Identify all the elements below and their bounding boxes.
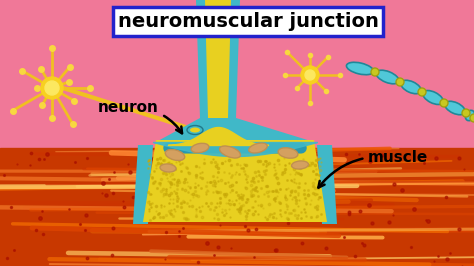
Ellipse shape (465, 110, 474, 121)
Ellipse shape (160, 164, 176, 172)
Ellipse shape (190, 127, 200, 132)
Text: neuron: neuron (98, 100, 182, 133)
Ellipse shape (346, 62, 374, 75)
Polygon shape (158, 112, 210, 172)
Ellipse shape (418, 88, 426, 96)
Circle shape (305, 70, 315, 80)
Ellipse shape (278, 148, 298, 158)
Ellipse shape (165, 149, 185, 160)
Ellipse shape (423, 90, 443, 105)
Ellipse shape (219, 146, 240, 158)
Ellipse shape (396, 78, 404, 86)
Ellipse shape (401, 80, 421, 94)
Polygon shape (156, 118, 314, 142)
Ellipse shape (462, 109, 470, 117)
Ellipse shape (470, 114, 474, 122)
Ellipse shape (249, 143, 267, 153)
Ellipse shape (440, 99, 448, 107)
Ellipse shape (445, 101, 465, 115)
Polygon shape (226, 112, 280, 172)
Text: neuromuscular junction: neuromuscular junction (118, 12, 378, 31)
Bar (0, 148, 474, 266)
Ellipse shape (292, 161, 309, 169)
Polygon shape (196, 0, 240, 118)
Ellipse shape (187, 126, 203, 135)
Circle shape (41, 77, 63, 99)
Circle shape (301, 66, 319, 84)
Ellipse shape (191, 143, 209, 153)
Text: muscle: muscle (319, 150, 428, 188)
Polygon shape (143, 140, 327, 222)
Polygon shape (133, 145, 153, 224)
Polygon shape (205, 0, 231, 118)
Circle shape (45, 81, 59, 95)
Ellipse shape (376, 70, 399, 84)
Polygon shape (317, 145, 337, 224)
Ellipse shape (371, 68, 379, 76)
